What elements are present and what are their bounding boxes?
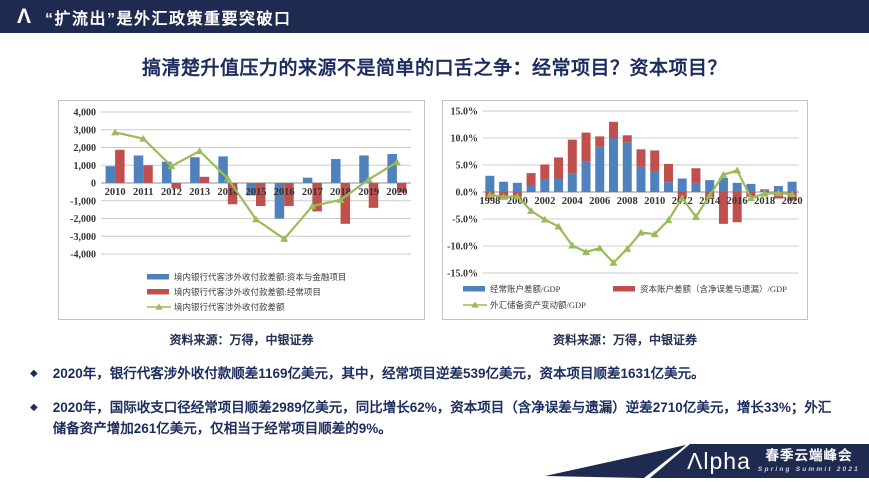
- line-series: [485, 166, 797, 266]
- svg-text:境内银行代客涉外收付款差额:经常项目: 境内银行代客涉外收付款差额:经常项目: [174, 287, 321, 297]
- slide-title: 搞清楚升值压力的来源不是简单的口舌之争：经常项目？资本项目？: [141, 58, 727, 79]
- header-bar: Λ “扩流出”是外汇政策重要突破口: [0, 0, 869, 33]
- bars: [105, 149, 407, 224]
- svg-text:4,000: 4,000: [74, 108, 97, 119]
- svg-text:2016: 2016: [274, 187, 295, 198]
- bars: [485, 121, 797, 224]
- svg-text:2000: 2000: [507, 196, 528, 207]
- svg-text:-10.0%: -10.0%: [447, 242, 478, 253]
- footer-brand: Λlpha 春季云端峰会 Spring Summit 2021: [687, 448, 860, 473]
- diamond-bullet-icon: ◆: [30, 402, 38, 413]
- svg-text:15.0%: 15.0%: [451, 107, 479, 118]
- x-axis-labels: 2010 2011 2012 2013 2014 2015 2016 2017 2018 2019…: [105, 187, 408, 198]
- line-series: [111, 128, 401, 242]
- source-caption-right: 资料来源：万得，中银证券: [552, 333, 697, 347]
- summit-subtitle-en: Spring Summit 2021: [757, 465, 860, 473]
- svg-text:资本账户差额（含净误差与遗漏）/GDP: 资本账户差额（含净误差与遗漏）/GDP: [640, 284, 787, 294]
- svg-text:2014: 2014: [699, 196, 721, 207]
- bullet-text: 2020年，国际收支口径经常项目顺差2989亿美元，同比增长62%，资本项目（含…: [52, 400, 832, 436]
- svg-text:2011: 2011: [133, 187, 153, 198]
- svg-text:2014: 2014: [217, 187, 239, 198]
- bullet-list: ◆ 2020年，银行代客涉外收付款顺差1169亿美元，其中，经常项目逆差539亿…: [30, 363, 844, 439]
- svg-text:10.0%: 10.0%: [451, 134, 479, 145]
- svg-text:5.0%: 5.0%: [456, 161, 479, 172]
- svg-text:境内银行代客涉外收付款差额:资本与金融项目: 境内银行代客涉外收付款差额:资本与金融项目: [174, 272, 346, 282]
- svg-text:2020: 2020: [386, 187, 407, 198]
- bank-fx-receipts-payments-chart: -4,000 -3,000 -2,000 -1,000 0 1,000 2,000 3,000…: [70, 108, 411, 312]
- svg-text:0.0%: 0.0%: [456, 188, 479, 199]
- chart-panel-right: -15.0% -10.0% -5.0% 0.0% 5.0% 10.0% 15.0% 1998 2…: [442, 100, 808, 320]
- bullet-item: ◆ 2020年，银行代客涉外收付款顺差1169亿美元，其中，经常项目逆差539亿…: [30, 363, 844, 384]
- svg-text:2012: 2012: [672, 196, 693, 207]
- summit-title-cn: 春季云端峰会: [765, 448, 853, 463]
- footer-banner: [545, 444, 869, 478]
- bullet-text: 2020年，银行代客涉外收付款顺差1169亿美元，其中，经常项目逆差539亿美元…: [52, 366, 705, 381]
- chart-panel-left: -4,000 -3,000 -2,000 -1,000 0 1,000 2,000 3,000…: [58, 100, 425, 320]
- alpha-logo-icon: Λ: [17, 5, 32, 28]
- svg-text:2017: 2017: [302, 187, 323, 198]
- bullet-item: ◆ 2020年，国际收支口径经常项目顺差2989亿美元，同比增长62%，资本项目…: [30, 397, 844, 439]
- svg-text:-2,000: -2,000: [70, 214, 96, 225]
- legend: 经常账户差额/GDP 资本账户差额（含净误差与遗漏）/GDP 外汇储备资产变动额/G…: [463, 284, 787, 310]
- svg-text:-3,000: -3,000: [70, 232, 96, 243]
- svg-text:经常账户差额/GDP: 经常账户差额/GDP: [490, 284, 561, 294]
- svg-text:2006: 2006: [589, 196, 610, 207]
- svg-text:2019: 2019: [358, 187, 379, 198]
- svg-text:2010: 2010: [644, 196, 665, 207]
- svg-text:2002: 2002: [534, 196, 555, 207]
- svg-text:1998: 1998: [479, 196, 500, 207]
- banner-tail-shape: [545, 445, 686, 478]
- diamond-bullet-icon: ◆: [30, 368, 38, 379]
- svg-text:2015: 2015: [246, 187, 267, 198]
- svg-text:2,000: 2,000: [74, 143, 97, 154]
- banner-main-shape: [650, 444, 869, 478]
- svg-text:2010: 2010: [105, 187, 126, 198]
- summit-title-block: 春季云端峰会 Spring Summit 2021: [758, 448, 860, 473]
- svg-text:2013: 2013: [189, 187, 210, 198]
- svg-text:-4,000: -4,000: [70, 250, 96, 261]
- svg-text:1,000: 1,000: [74, 161, 97, 172]
- svg-text:2004: 2004: [562, 196, 584, 207]
- alpha-brand-text: Λlpha: [687, 447, 751, 474]
- balance-of-payments-to-gdp-chart: -15.0% -10.0% -5.0% 0.0% 5.0% 10.0% 15.0% 1998 2…: [447, 107, 802, 311]
- y-axis-labels: -4,000 -3,000 -2,000 -1,000 0 1,000 2,000 3,000…: [70, 108, 96, 261]
- svg-text:-1,000: -1,000: [70, 196, 96, 207]
- svg-text:2018: 2018: [330, 187, 351, 198]
- svg-text:-5.0%: -5.0%: [452, 215, 478, 226]
- y-axis-labels: -15.0% -10.0% -5.0% 0.0% 5.0% 10.0% 15.0%: [447, 107, 478, 280]
- svg-text:2018: 2018: [754, 196, 775, 207]
- svg-text:0: 0: [91, 179, 96, 190]
- svg-text:境内银行代客涉外收付款差额: 境内银行代客涉外收付款差额: [174, 302, 285, 312]
- source-caption-left: 资料来源：万得，中银证券: [169, 333, 314, 347]
- header-title: “扩流出”是外汇政策重要突破口: [45, 10, 292, 28]
- x-axis-labels: 1998 2000 2002 2004 2006 2008 2010 2012 2014 2016…: [479, 196, 802, 207]
- svg-text:2016: 2016: [727, 196, 748, 207]
- svg-text:3,000: 3,000: [74, 125, 97, 136]
- svg-text:2020: 2020: [782, 196, 803, 207]
- gridlines: [483, 110, 799, 274]
- svg-text:2008: 2008: [617, 196, 638, 207]
- svg-text:2012: 2012: [161, 187, 182, 198]
- legend: 境内银行代客涉外收付款差额:资本与金融项目境内银行代客涉外收付款差额:经常项目境…: [147, 272, 346, 312]
- svg-text:外汇储备资产变动额/GDP: 外汇储备资产变动额/GDP: [490, 300, 586, 310]
- svg-text:-15.0%: -15.0%: [447, 269, 478, 280]
